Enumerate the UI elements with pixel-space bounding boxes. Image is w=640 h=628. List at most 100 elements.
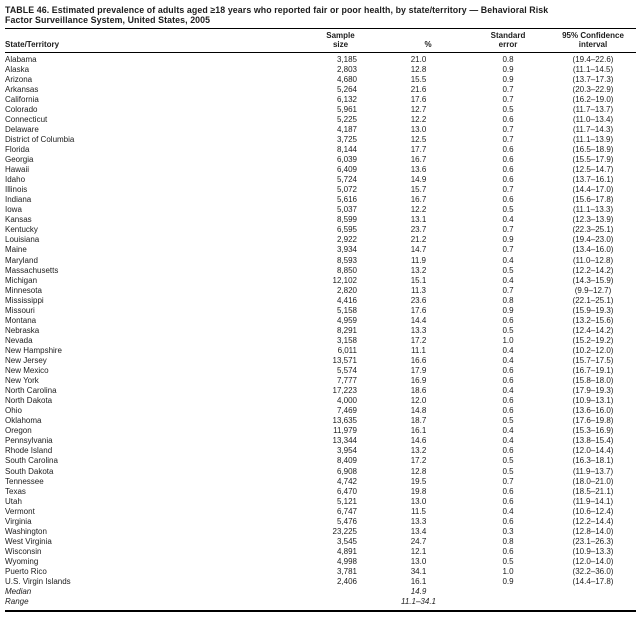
cell-percent: 14.4: [410, 315, 427, 325]
cell-state-territory: New Jersey: [5, 356, 47, 365]
cell-percent: 17.7: [410, 145, 427, 155]
cell-state-territory: Rhode Island: [5, 446, 53, 456]
table-row: Texas 6,470 19.8 0.6 (18.5–21.1): [5, 487, 636, 497]
cell-percent: 13.0: [410, 556, 427, 566]
cell-confidence-interval: (11.0–12.8): [572, 255, 614, 265]
cell-state-territory: Arizona: [5, 74, 33, 84]
table-row: New Hampshire 6,011 11.1 0.4 (10.2–12.0): [5, 346, 636, 356]
cell-sample-size: 7,469: [336, 406, 357, 416]
cell-state-territory: Massachusetts: [5, 265, 59, 275]
cell-confidence-interval: (15.7–17.5): [572, 356, 614, 365]
table-row: Montana 4,959 14.4 0.6 (13.2–15.6): [5, 316, 636, 326]
cell-sample-size: 2,406: [336, 577, 357, 587]
cell-percent: 17.6: [410, 94, 427, 104]
cell-percent: 16.1: [410, 426, 427, 436]
cell-confidence-interval: (12.3–13.9): [572, 215, 614, 225]
cell-standard-error: 0.6: [502, 114, 514, 124]
cell-standard-error: 0.4: [502, 506, 514, 516]
cell-sample-size: 8,144: [336, 145, 357, 155]
cell-state-territory: New Hampshire: [5, 345, 62, 355]
cell-sample-size: 8,291: [336, 325, 357, 335]
cell-confidence-interval: (14.3–15.9): [572, 275, 614, 285]
cell-state-territory: Nevada: [5, 335, 33, 345]
cell-state-territory: Delaware: [5, 124, 39, 134]
table-row: South Dakota 6,908 12.8 0.5 (11.9–13.7): [5, 467, 636, 477]
cell-sample-size: 5,724: [336, 175, 357, 185]
table-row: Louisiana 2,922 21.2 0.9 (19.4–23.0): [5, 235, 636, 245]
table-row: Virginia 5,476 13.3 0.6 (12.2–14.4): [5, 517, 636, 527]
cell-sample-size: [262, 597, 361, 611]
cell-percent: 15.5: [410, 74, 427, 84]
cell-state-territory: Minnesota: [5, 285, 42, 295]
cell-percent: 11.1–34.1: [401, 597, 436, 607]
cell-sample-size: 5,225: [336, 114, 357, 124]
cell-sample-size: 3,954: [336, 446, 357, 456]
cell-standard-error: 0.5: [502, 456, 514, 466]
cell-sample-size: 4,000: [336, 396, 357, 406]
cell-standard-error: 0.7: [502, 285, 514, 295]
cell-standard-error: 0.6: [502, 165, 514, 175]
cell-state-territory: Indiana: [5, 195, 32, 205]
cell-standard-error: 0.4: [502, 386, 514, 396]
cell-confidence-interval: (19.4–22.6): [572, 54, 614, 64]
table-row: Wisconsin 4,891 12.1 0.6 (10.9–13.3): [5, 547, 636, 557]
cell-standard-error: 0.6: [502, 155, 514, 165]
cell-sample-size: 6,011: [337, 345, 357, 355]
cell-confidence-interval: (13.7–16.1): [572, 175, 614, 185]
cell-confidence-interval: (16.5–18.9): [572, 145, 614, 155]
cell-sample-size: 5,616: [336, 195, 357, 205]
cell-confidence-interval: (15.5–17.9): [572, 155, 614, 165]
cell-confidence-interval: (11.0–13.4): [572, 114, 614, 124]
cell-confidence-interval: (20.3–22.9): [572, 84, 614, 94]
table-body: Alabama 3,185 21.0 0.8 (19.4–22.6) Alaska 2,80…: [5, 52, 636, 611]
cell-percent: 12.5: [410, 134, 427, 144]
table-row: Oregon 11,979 16.1 0.4 (15.3–16.9): [5, 426, 636, 436]
cell-sample-size: 6,470: [336, 486, 357, 496]
cell-confidence-interval: (18.0–21.0): [572, 476, 614, 486]
cell-standard-error: 0.7: [502, 476, 514, 486]
table-row: Rhode Island 3,954 13.2 0.6 (12.0–14.4): [5, 446, 636, 456]
cell-standard-error: 0.6: [502, 195, 514, 205]
cell-percent: 14.7: [410, 245, 427, 255]
cell-confidence-interval: [540, 587, 636, 597]
cell-standard-error: 0.9: [502, 235, 514, 245]
table-row: Hawaii 6,409 13.6 0.6 (12.5–14.7): [5, 165, 636, 175]
table-title-line-1: TABLE 46. Estimated prevalence of adults…: [5, 5, 549, 15]
cell-percent: 13.3: [410, 516, 427, 526]
cell-standard-error: 0.5: [502, 325, 514, 335]
cell-sample-size: 4,187: [336, 124, 357, 134]
cell-sample-size: 3,158: [336, 335, 357, 345]
cell-percent: 14.9: [410, 175, 427, 185]
cell-confidence-interval: (17.6–19.8): [572, 416, 614, 426]
cell-standard-error: 0.6: [502, 486, 514, 496]
cell-percent: 17.2: [410, 456, 427, 466]
cell-confidence-interval: (15.3–16.9): [572, 426, 614, 436]
cell-sample-size: 13,635: [332, 416, 357, 426]
table-row: Florida 8,144 17.7 0.6 (16.5–18.9): [5, 145, 636, 155]
cell-state-territory: Connecticut: [5, 114, 48, 124]
cell-percent: 21.6: [410, 84, 427, 94]
cell-confidence-interval: (11.9–13.7): [572, 466, 614, 476]
cell-state-territory: Georgia: [5, 155, 34, 165]
cell-standard-error: 0.4: [502, 426, 514, 436]
cell-state-territory: Maine: [5, 245, 27, 255]
cell-sample-size: 5,961: [336, 104, 357, 114]
cell-state-territory: Vermont: [5, 506, 35, 516]
cell-confidence-interval: (12.2–14.2): [572, 265, 614, 275]
cell-percent: 12.2: [410, 114, 427, 124]
cell-state-territory: Texas: [5, 486, 26, 496]
cell-standard-error: 0.8: [502, 295, 514, 305]
cell-confidence-interval: (13.2–15.6): [572, 315, 614, 325]
table-row: Connecticut 5,225 12.2 0.6 (11.0–13.4): [5, 115, 636, 125]
cell-percent: 13.1: [410, 215, 427, 225]
cell-confidence-interval: (32.2–36.0): [572, 566, 614, 576]
cell-sample-size: 3,185: [336, 54, 357, 64]
table-row: West Virginia 3,545 24.7 0.8 (23.1–26.3): [5, 537, 636, 547]
cell-standard-error: 0.7: [502, 84, 514, 94]
cell-percent: 12.1: [410, 546, 427, 556]
cell-confidence-interval: (15.8–18.0): [572, 376, 614, 386]
table-row: New Jersey 13,571 16.6 0.4 (15.7–17.5): [5, 356, 636, 366]
cell-confidence-interval: (18.5–21.1): [572, 486, 614, 496]
cell-state-territory: West Virginia: [5, 536, 52, 546]
cell-percent: 23.7: [410, 225, 427, 235]
